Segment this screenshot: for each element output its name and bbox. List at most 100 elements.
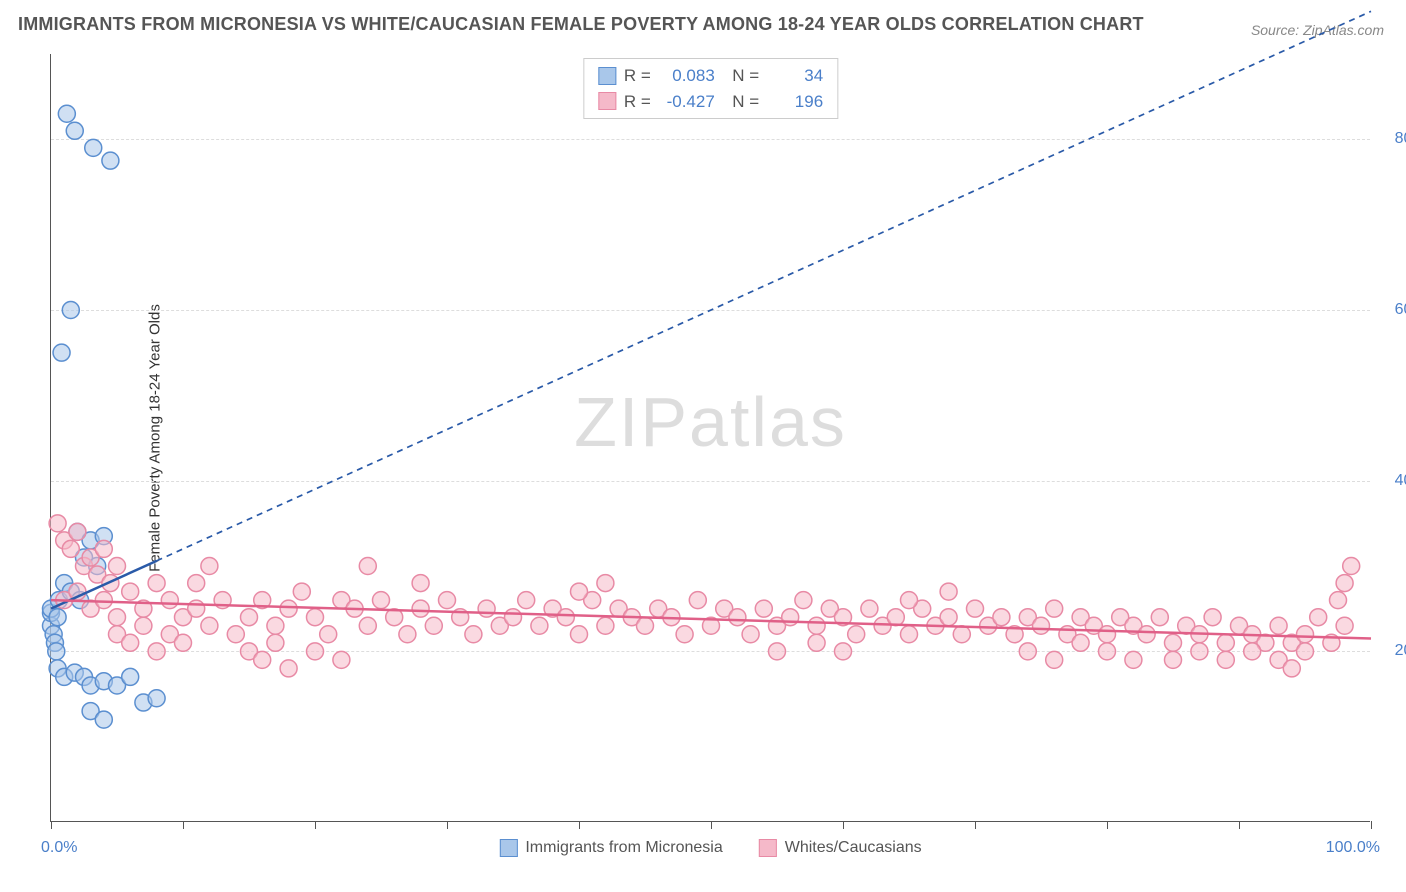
legend-swatch (598, 67, 616, 85)
y-tick-label: 40.0% (1380, 472, 1406, 490)
data-point (53, 344, 70, 361)
legend-row: R = -0.427 N = 196 (598, 89, 823, 115)
data-point (1165, 651, 1182, 668)
data-point (755, 600, 772, 617)
data-point (689, 592, 706, 609)
data-point (201, 558, 218, 575)
data-point (1138, 626, 1155, 643)
data-point (478, 600, 495, 617)
data-point (795, 592, 812, 609)
data-point (267, 617, 284, 634)
data-point (175, 634, 192, 651)
data-point (940, 583, 957, 600)
data-point (320, 626, 337, 643)
data-point (95, 592, 112, 609)
data-point (62, 302, 79, 319)
data-point (531, 617, 548, 634)
legend-r-value: -0.427 (659, 89, 715, 115)
y-tick-label: 60.0% (1380, 301, 1406, 319)
data-point (1244, 643, 1261, 660)
legend-r-label: R = (624, 63, 651, 89)
data-point (1283, 660, 1300, 677)
data-point (122, 668, 139, 685)
data-point (280, 660, 297, 677)
data-point (49, 609, 66, 626)
data-point (333, 651, 350, 668)
x-tick (711, 821, 712, 829)
data-point (122, 583, 139, 600)
data-point (66, 122, 83, 139)
data-point (1330, 592, 1347, 609)
data-point (109, 558, 126, 575)
data-point (241, 609, 258, 626)
data-point (58, 105, 75, 122)
data-point (48, 643, 65, 660)
data-point (782, 609, 799, 626)
legend-item: Immigrants from Micronesia (499, 839, 722, 857)
legend-swatch (598, 92, 616, 110)
x-tick (843, 821, 844, 829)
data-point (1099, 643, 1116, 660)
data-point (1297, 643, 1314, 660)
data-point (1336, 575, 1353, 592)
data-point (1046, 651, 1063, 668)
data-point (465, 626, 482, 643)
data-point (742, 626, 759, 643)
data-point (95, 540, 112, 557)
data-point (1072, 634, 1089, 651)
data-point (1151, 609, 1168, 626)
legend-label: Immigrants from Micronesia (525, 839, 722, 857)
data-point (188, 600, 205, 617)
x-tick (1371, 821, 1372, 829)
legend-r-label: R = (624, 89, 651, 115)
legend-row: R =0.083 N =34 (598, 63, 823, 89)
data-point (148, 690, 165, 707)
data-point (439, 592, 456, 609)
data-point (412, 575, 429, 592)
data-point (425, 617, 442, 634)
data-point (940, 609, 957, 626)
data-point (69, 523, 86, 540)
data-point (373, 592, 390, 609)
data-point (254, 651, 271, 668)
data-point (861, 600, 878, 617)
data-point (887, 609, 904, 626)
legend-n-value: 196 (767, 89, 823, 115)
data-point (1046, 600, 1063, 617)
data-point (293, 583, 310, 600)
data-point (135, 617, 152, 634)
data-point (148, 575, 165, 592)
legend-n-label: N = (723, 89, 759, 115)
data-point (1217, 651, 1234, 668)
x-tick (51, 821, 52, 829)
data-point (571, 583, 588, 600)
data-point (571, 626, 588, 643)
data-point (729, 609, 746, 626)
x-tick (183, 821, 184, 829)
data-point (1191, 643, 1208, 660)
source-attribution: Source: ZipAtlas.com (1251, 22, 1384, 38)
x-tick (1239, 821, 1240, 829)
data-point (808, 617, 825, 634)
data-point (1270, 617, 1287, 634)
data-point (518, 592, 535, 609)
data-point (1204, 609, 1221, 626)
data-point (85, 139, 102, 156)
y-tick-label: 20.0% (1380, 642, 1406, 660)
data-point (808, 634, 825, 651)
data-point (557, 609, 574, 626)
data-point (95, 711, 112, 728)
data-point (901, 626, 918, 643)
x-tick (315, 821, 316, 829)
legend-label: Whites/Caucasians (785, 839, 922, 857)
data-point (49, 515, 66, 532)
x-tick (1107, 821, 1108, 829)
data-point (505, 609, 522, 626)
data-point (848, 626, 865, 643)
legend-n-value: 34 (767, 63, 823, 89)
legend-r-value: 0.083 (659, 63, 715, 89)
data-point (267, 634, 284, 651)
data-point (399, 626, 416, 643)
legend-item: Whites/Caucasians (759, 839, 922, 857)
data-point (359, 617, 376, 634)
